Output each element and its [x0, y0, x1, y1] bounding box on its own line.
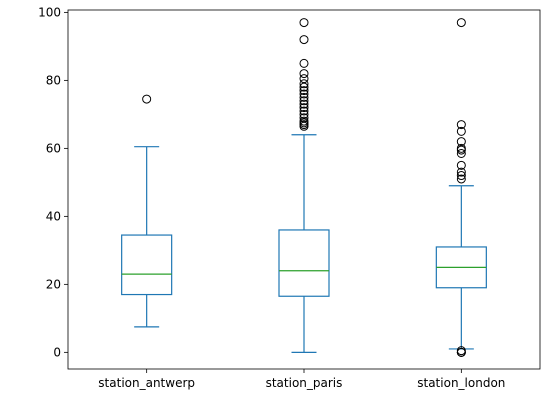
plot-area	[121, 18, 487, 357]
x-tick-label: station_london	[417, 376, 505, 390]
outlier-point	[456, 167, 466, 177]
outlier-point	[299, 113, 309, 123]
y-tick-label: 80	[46, 73, 61, 87]
iqr-box	[121, 234, 173, 296]
outlier-point	[456, 160, 466, 170]
outlier-point	[299, 18, 309, 28]
outlier-point	[299, 106, 309, 116]
outlier-point	[299, 86, 309, 96]
box-group-station_london	[435, 18, 487, 357]
iqr-box	[278, 229, 330, 297]
outlier-point	[142, 94, 152, 104]
outlier-point	[299, 109, 309, 119]
outlier-point	[299, 69, 309, 79]
outlier-point	[299, 92, 309, 102]
outlier-point	[456, 120, 466, 130]
outlier-point	[299, 99, 309, 109]
y-tick-label: 0	[53, 345, 61, 359]
outlier-point	[456, 137, 466, 147]
outlier-point	[456, 18, 466, 28]
outlier-point	[456, 346, 466, 356]
box-group-station_antwerp	[121, 94, 173, 328]
outlier-point	[456, 171, 466, 181]
outlier-point	[456, 148, 466, 158]
x-tick-label: station_paris	[266, 376, 343, 390]
outlier-point	[299, 79, 309, 89]
outlier-point	[456, 126, 466, 136]
outlier-point	[299, 89, 309, 99]
y-axis: 0 20 40 60 80 100	[38, 5, 68, 359]
y-tick-label: 60	[46, 141, 61, 155]
outlier-point	[299, 96, 309, 106]
y-tick-label: 20	[46, 277, 61, 291]
x-tick-label: station_antwerp	[98, 376, 195, 390]
outlier-point	[456, 143, 466, 153]
x-axis: station_antwerp station_paris station_lond…	[98, 369, 505, 390]
outlier-point	[299, 116, 309, 126]
outlier-point	[299, 74, 309, 84]
outlier-point	[299, 103, 309, 113]
y-tick-label: 100	[38, 5, 61, 19]
outlier-point	[299, 58, 309, 68]
y-tick-label: 40	[46, 209, 61, 223]
box-group-station_paris	[278, 18, 330, 353]
outlier-point	[299, 35, 309, 45]
outlier-point	[456, 174, 466, 184]
